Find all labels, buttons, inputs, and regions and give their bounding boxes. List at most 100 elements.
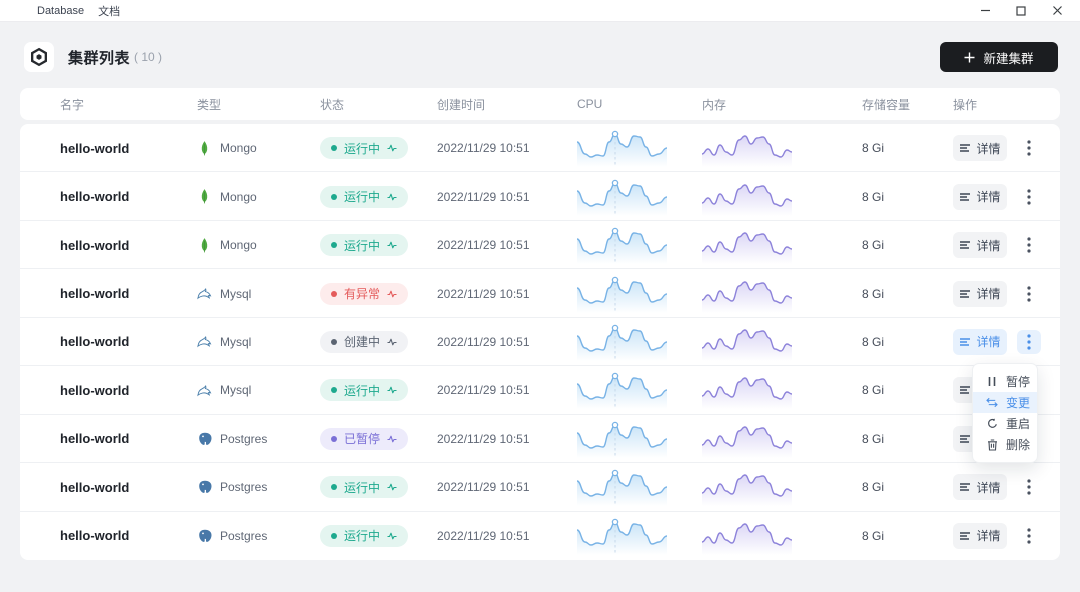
detail-label: 详情: [976, 529, 1001, 544]
storage-value: 8 Gi: [862, 286, 885, 301]
mongo-icon: [197, 237, 212, 253]
pulse-icon: [387, 337, 397, 347]
menu-item-pause[interactable]: 暂停: [973, 371, 1037, 392]
cluster-type-label: Mysql: [220, 286, 252, 301]
detail-label: 详情: [976, 287, 1001, 302]
storage-value: 8 Gi: [862, 334, 885, 349]
menu-database[interactable]: Database: [37, 4, 85, 17]
detail-lines-icon: [959, 385, 971, 395]
column-header-status: 状态: [320, 97, 345, 112]
cpu-sparkline: [577, 371, 702, 410]
kebab-menu-button[interactable]: [1017, 136, 1041, 160]
status-badge: 有异常: [320, 282, 409, 305]
column-header-cpu: CPU: [577, 97, 603, 111]
trash-icon: [986, 438, 998, 451]
app-logo-icon: [10, 4, 23, 17]
close-button[interactable]: [1046, 2, 1068, 20]
mongo-icon: [197, 140, 212, 156]
kebab-icon: [1027, 334, 1031, 350]
cluster-type-label: Mongo: [220, 238, 257, 253]
detail-button[interactable]: 详情: [953, 280, 1007, 307]
status-dot-icon: [331, 145, 337, 152]
menu-item-label: 删除: [1006, 438, 1031, 452]
status-badge: 运行中: [320, 476, 409, 499]
minimize-button[interactable]: [974, 2, 996, 20]
status-label: 运行中: [344, 238, 381, 253]
status-label: 运行中: [344, 141, 381, 156]
status-badge: 运行中: [320, 137, 409, 160]
menu-docs[interactable]: 文档: [98, 5, 121, 18]
menu-item-label: 暂停: [1006, 375, 1031, 389]
memory-sparkline: [702, 226, 862, 265]
menu-item-change[interactable]: 变更: [973, 392, 1037, 413]
kebab-menu-button[interactable]: [1017, 524, 1041, 548]
status-dot-icon: [331, 242, 337, 249]
cluster-name: hello-world: [60, 189, 130, 205]
column-header-memory: 内存: [702, 97, 727, 112]
detail-button[interactable]: 详情: [953, 328, 1007, 355]
kebab-menu-button[interactable]: [1017, 329, 1041, 354]
pulse-icon: [387, 143, 397, 153]
create-cluster-button[interactable]: 新建集群: [940, 42, 1058, 72]
table-row: hello-world Mongo 运行中 2022/11/29 10:51 8 Gi 详…: [20, 221, 1060, 269]
cluster-type-label: Mysql: [220, 383, 252, 398]
cluster-logo-icon: [24, 42, 54, 72]
memory-sparkline: [702, 323, 862, 361]
cpu-sparkline: [577, 468, 702, 507]
kebab-icon: [1027, 237, 1031, 253]
cpu-sparkline: [577, 323, 702, 361]
detail-lines-icon: [959, 240, 971, 250]
cpu-sparkline: [577, 420, 702, 458]
pause-icon: [986, 376, 998, 388]
cluster-name: hello-world: [60, 528, 130, 544]
detail-label: 详情: [976, 238, 1001, 253]
memory-sparkline: [702, 371, 862, 410]
detail-lines-icon: [959, 531, 971, 541]
kebab-icon: [1027, 285, 1031, 302]
menu-item-restart[interactable]: 重启: [973, 413, 1037, 434]
cluster-name: hello-world: [60, 479, 130, 495]
pulse-icon: [387, 385, 397, 395]
kebab-icon: [1027, 189, 1031, 205]
kebab-menu-button[interactable]: [1017, 282, 1041, 306]
created-time: 2022/11/29 10:51: [437, 238, 530, 253]
row-actions-menu: 暂停变更重启删除: [972, 363, 1038, 463]
cluster-type-label: Postgres: [220, 480, 268, 495]
status-badge: 已暂停: [320, 427, 409, 450]
detail-lines-icon: [959, 434, 971, 444]
kebab-menu-button[interactable]: [1017, 185, 1041, 209]
detail-button[interactable]: 详情: [953, 232, 1007, 259]
detail-label: 详情: [976, 190, 1001, 205]
postgres-icon: [197, 431, 212, 446]
pulse-icon: [387, 192, 397, 202]
table-row: hello-world Postgres 运行中 2022/11/29 10:51 8 …: [20, 512, 1060, 560]
created-time: 2022/11/29 10:51: [437, 480, 530, 495]
status-label: 运行中: [344, 190, 381, 205]
created-time: 2022/11/29 10:51: [437, 141, 530, 156]
mysql-icon: [197, 334, 212, 349]
kebab-menu-button[interactable]: [1017, 233, 1041, 257]
status-label: 运行中: [344, 383, 381, 398]
detail-button[interactable]: 详情: [953, 135, 1007, 162]
cluster-name: hello-world: [60, 382, 130, 398]
mysql-icon: [197, 383, 212, 398]
detail-button[interactable]: 详情: [953, 183, 1007, 210]
kebab-menu-button[interactable]: [1017, 475, 1041, 499]
memory-sparkline: [702, 468, 862, 507]
cluster-count: ( 10 ): [134, 50, 163, 64]
detail-label: 详情: [976, 141, 1001, 156]
menu-item-label: 变更: [1006, 396, 1031, 410]
detail-button[interactable]: 详情: [953, 474, 1007, 501]
status-badge: 运行中: [320, 524, 409, 547]
detail-button[interactable]: 详情: [953, 522, 1007, 549]
status-dot-icon: [331, 290, 337, 297]
cluster-name: hello-world: [60, 286, 130, 302]
maximize-button[interactable]: [1010, 2, 1032, 20]
status-label: 已暂停: [344, 432, 381, 447]
menu-item-delete[interactable]: 删除: [973, 434, 1037, 455]
cluster-type-label: Postgres: [220, 431, 268, 446]
cluster-name: hello-world: [60, 140, 130, 156]
memory-sparkline: [702, 275, 862, 313]
